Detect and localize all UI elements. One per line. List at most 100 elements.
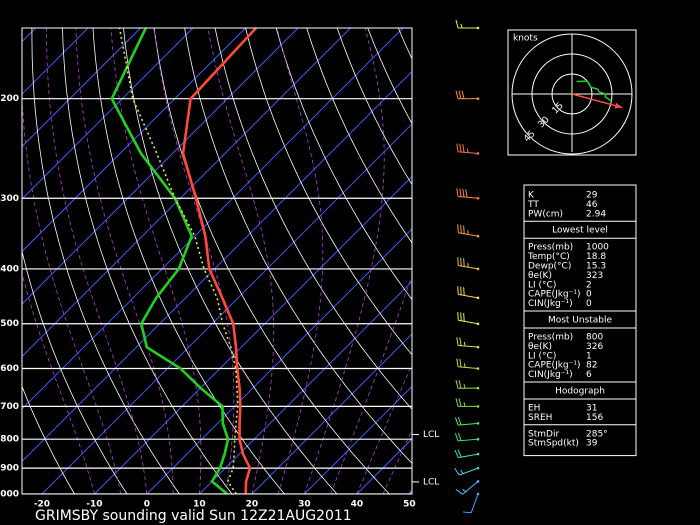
hodograph-ring	[551, 73, 593, 115]
wind-dot	[476, 26, 480, 30]
index-value: 82	[586, 361, 597, 371]
x-tick-label: 50	[403, 500, 416, 510]
isotherm	[251, 333, 412, 494]
y-tick-label: 200	[0, 94, 19, 104]
wind-barb	[457, 257, 479, 270]
section-title: Lowest level	[552, 226, 608, 236]
hodograph-segment	[590, 86, 599, 91]
index-value: 46	[586, 200, 598, 210]
index-value: 2	[586, 280, 592, 290]
x-tick-label: -10	[86, 500, 102, 510]
x-tick-label: 10	[193, 500, 206, 510]
index-value: 2.94	[586, 209, 606, 219]
index-label: EH	[528, 404, 540, 414]
x-tick-label: 0	[144, 500, 150, 510]
section-title: Hodograph	[555, 387, 605, 397]
isotherm	[22, 28, 351, 358]
wind-dot	[476, 405, 480, 408]
y-tick-label: 800	[0, 435, 19, 445]
wind-barb	[454, 449, 479, 459]
wind-dot	[476, 452, 480, 456]
dry-adiabat	[22, 385, 75, 494]
index-label: LI (°C)	[528, 351, 556, 361]
dry-adiabat	[245, 28, 412, 356]
index-label: CIN(Jkg⁻¹)	[528, 299, 573, 309]
index-label: CAPE(Jkg⁻¹)	[528, 361, 581, 371]
isotherm	[304, 385, 412, 494]
wind-dot	[476, 437, 480, 441]
index-label: StmSpd(kt)	[528, 439, 579, 449]
storm-motion	[571, 93, 623, 109]
wind-barb	[457, 312, 479, 325]
index-label: CIN(Jkg⁻¹)	[528, 370, 573, 380]
dry-adiabat	[31, 28, 180, 494]
wind-dot	[476, 367, 480, 370]
index-label: SREH	[528, 413, 552, 423]
moist-adiabat	[22, 271, 95, 494]
dry-adiabat	[275, 28, 412, 301]
isotherm	[146, 228, 412, 494]
index-value: 1000	[586, 243, 609, 253]
index-label: TT	[527, 200, 539, 210]
x-tick-label: 40	[351, 500, 364, 510]
index-label: θe(K)	[528, 271, 552, 281]
index-value: 0	[586, 299, 592, 309]
moist-adiabat	[75, 28, 174, 494]
wind-dot	[476, 152, 480, 155]
index-value: 323	[586, 271, 603, 281]
index-label: PW(cm)	[528, 209, 563, 219]
hodograph-ring	[531, 53, 613, 135]
isotherm	[199, 280, 412, 494]
profile-line	[181, 28, 257, 494]
wind-barb	[455, 90, 479, 100]
wind-dot	[476, 345, 480, 349]
storm-arrowhead	[614, 102, 623, 109]
y-tick-label: 400	[0, 264, 19, 274]
wind-barb	[455, 398, 479, 407]
isotherm	[41, 123, 412, 494]
hodograph-segment	[598, 90, 606, 95]
wind-barb	[454, 467, 479, 476]
moist-adiabat	[276, 28, 324, 494]
index-label: K	[528, 191, 535, 201]
table-frame	[523, 184, 637, 457]
index-value: 285°	[586, 429, 608, 439]
index-value: 326	[586, 342, 603, 352]
isotherm	[22, 28, 246, 253]
index-label: Temp(°C)	[527, 252, 570, 262]
plot-area	[22, 28, 412, 494]
isotherm	[22, 28, 141, 148]
y-tick-label: 700	[0, 402, 19, 412]
wind-barb	[462, 493, 479, 514]
isotherm	[22, 28, 404, 410]
dry-adiabat	[214, 28, 412, 410]
wind-barb	[455, 380, 479, 389]
hodograph-segment	[604, 96, 612, 102]
wind-barb	[457, 286, 479, 299]
dry-adiabat	[62, 28, 233, 494]
index-label: CAPE(Jkg⁻¹)	[528, 290, 581, 300]
moist-adiabat	[304, 28, 385, 494]
annotation-label: LCL	[423, 477, 439, 487]
wind-barb	[455, 19, 478, 29]
wind-barb	[454, 416, 479, 426]
profile-line	[110, 28, 230, 494]
wind-dot	[476, 296, 480, 300]
index-value: 29	[586, 191, 598, 201]
moist-adiabat	[22, 92, 122, 494]
wind-dot	[476, 234, 480, 238]
dry-adiabat	[184, 28, 412, 464]
wind-barb	[456, 143, 479, 154]
index-value: 15.3	[586, 262, 606, 272]
wind-dot	[476, 97, 480, 100]
index-value: 1	[586, 351, 592, 361]
profile-line	[118, 28, 239, 494]
wind-dot	[476, 322, 480, 326]
index-value: 0	[586, 290, 592, 300]
section-title: Most Unstable	[548, 316, 613, 326]
y-tick-label: 900	[0, 464, 19, 474]
wind-barb	[454, 432, 479, 442]
hodograph-units: knots	[513, 34, 538, 44]
x-tick-label: 20	[246, 500, 259, 510]
isotherm	[22, 70, 412, 463]
